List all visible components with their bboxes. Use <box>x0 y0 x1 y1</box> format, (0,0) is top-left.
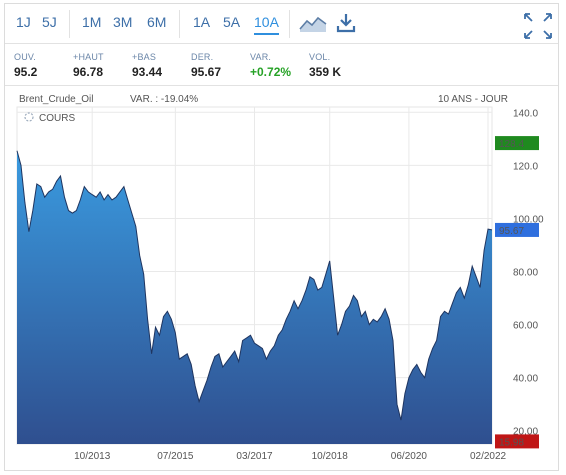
settings-icon <box>24 112 34 122</box>
period-10y-button[interactable]: 10A <box>254 14 279 35</box>
range-label: 10 ANS - JOUR <box>438 94 509 105</box>
stat-low: +BAS 93.44 <box>132 52 162 79</box>
stat-last: DER. 95.67 <box>191 52 221 79</box>
y-tick-label: 80.00 <box>513 268 538 279</box>
price-area <box>17 150 492 445</box>
x-tick-label: 03/2017 <box>236 451 273 462</box>
y-tick-label: 60.00 <box>513 321 538 332</box>
legend-label: COURS <box>39 113 75 124</box>
x-tick-label: 02/2022 <box>470 451 507 462</box>
stat-value: 359 K <box>309 65 342 79</box>
stat-label: +BAS <box>132 52 157 62</box>
period-1d-button[interactable]: 1J <box>16 14 31 30</box>
price-badge-label: 128.4 <box>499 139 524 150</box>
chart-widget: 1J 5J 1M 3M 6M 1A 5A 10A <box>4 3 559 471</box>
symbol-name: Brent_Crude_Oil <box>19 94 94 105</box>
stat-label: VAR. <box>250 52 272 62</box>
fullscreen-icon[interactable] <box>523 12 553 45</box>
period-5d-button[interactable]: 5J <box>42 14 57 30</box>
stat-value: 95.2 <box>14 65 38 79</box>
download-icon[interactable] <box>335 12 357 39</box>
period-5y-button[interactable]: 5A <box>223 14 241 30</box>
y-tick-label: 20.00 <box>513 427 538 438</box>
stat-label: OUV. <box>14 52 36 62</box>
period-1m-button[interactable]: 1M <box>82 14 102 30</box>
toolbar-divider <box>179 10 180 38</box>
price-badge-high <box>495 136 539 151</box>
price-badge-last <box>495 222 539 237</box>
price-chart: 140.0 120.0 100.00 80.00 60.00 40.00 20.00 10/2… <box>16 106 544 462</box>
period-3m-button[interactable]: 3M <box>113 14 133 30</box>
y-tick-label: 100.00 <box>513 214 544 225</box>
period-1y-button[interactable]: 1A <box>193 14 211 30</box>
price-badge-label: 15.98 <box>499 437 524 448</box>
stat-value: +0.72% <box>250 65 292 79</box>
y-tick-label: 40.00 <box>513 374 538 385</box>
price-badge-label: 95.67 <box>499 226 524 237</box>
y-tick-label: 140.0 <box>513 108 538 119</box>
stat-label: +HAUT <box>73 52 104 62</box>
stat-value: 95.67 <box>191 65 222 79</box>
stat-value: 93.44 <box>132 65 163 79</box>
stat-label: VOL. <box>309 52 331 62</box>
toolbar-divider <box>69 10 70 38</box>
stat-variation: VAR. +0.72% <box>250 52 291 79</box>
x-tick-label: 10/2013 <box>74 451 111 462</box>
stat-high: +HAUT 96.78 <box>73 52 104 79</box>
stats-bar: OUV. 95.2 +HAUT 96.78 +BAS 93.44 DER. 95… <box>5 44 558 86</box>
stat-label: DER. <box>191 52 214 62</box>
x-tick-label: 06/2020 <box>391 451 428 462</box>
toolbar-divider <box>289 10 290 38</box>
variation-label: VAR. : -19.04% <box>130 94 199 105</box>
price-line <box>16 150 493 421</box>
y-tick-label: 120.0 <box>513 161 538 172</box>
toolbar: 1J 5J 1M 3M 6M 1A 5A 10A <box>5 4 558 44</box>
period-6m-button[interactable]: 6M <box>147 14 167 30</box>
area-chart-icon[interactable] <box>299 12 327 39</box>
stat-open: OUV. 95.2 <box>14 52 37 79</box>
price-badge-low <box>495 434 539 449</box>
x-tick-label: 07/2015 <box>157 451 194 462</box>
x-tick-label: 10/2018 <box>312 451 349 462</box>
stat-value: 96.78 <box>73 65 104 79</box>
stat-volume: VOL. 359 K <box>309 52 341 79</box>
